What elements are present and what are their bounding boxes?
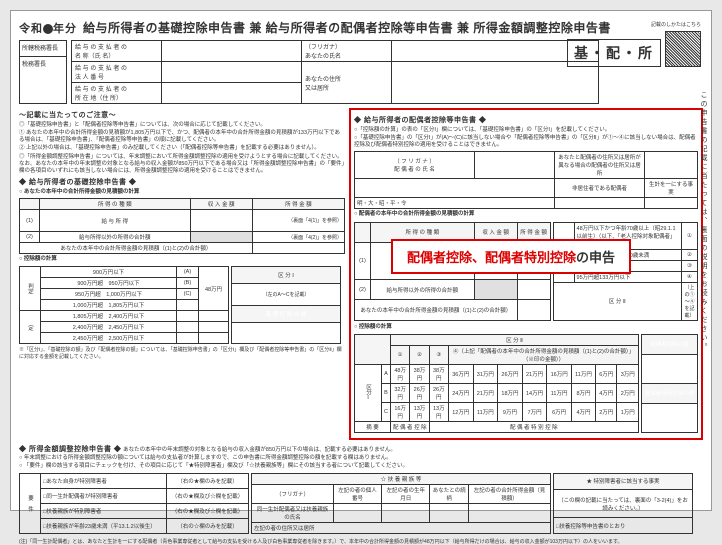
callout-label: 配偶者控除、配偶者特別控除の申告	[391, 239, 631, 274]
spouse-info-table: （ フ リ ガ ナ ）配 偶 者 の 氏 名 あなたと配偶者の住所又は居所が異な…	[354, 151, 698, 209]
dependent-table: ☆ 扶 養 親 族 等 （フリガナ）左記の者の個人番号左記の者の生年月日あなたと…	[251, 473, 551, 534]
note-3: ◎「所得金額調整控除申告書」については、年末調整において所得金額調整控除の適用を…	[19, 154, 345, 175]
deduction-matrix: 区 分 Ⅱ ①②③④（上記「配偶者の本年中の合計所得金額の見積額（(1)と(2)…	[354, 334, 639, 433]
adjustment-note-2: ○ 「要件」欄の該当する項目にチェックを付け、その項目に応じて「★特別障害者」欄…	[19, 463, 703, 470]
deduction-grid-wrap: 判定900万円以下(A)48万円 900万円超 950万円以下(B) 950万円…	[19, 264, 345, 346]
era-label: 令和年分	[19, 20, 77, 36]
deduction-calc-heading: ○ 控除額の計算	[19, 256, 345, 263]
qr-code-icon	[665, 31, 701, 67]
qr-caption: 記載のしかたはこちら	[651, 21, 701, 28]
form-badge: 基・配・所	[567, 39, 661, 67]
adjustment-note-1: ○ 年末調整における所得金額調整控除の額については給与の支払者が計算しますので、…	[19, 455, 703, 462]
special-disability-table: ★ 特別障害者に該当する事実 （この欄の記載に当たっては、裏面の「3-2(4)」…	[553, 473, 693, 534]
spouse-heading: ◆ 給与所得者の配偶者控除等申告書 ◆	[354, 115, 698, 125]
income-calc-heading: ○ あなたの本年中の合計所得金額の見積額の計算	[19, 189, 345, 196]
result-box: 配偶者控除の額 配偶者特別控除の額	[641, 334, 698, 433]
left-column: ～記載に当たってのご注意～ ◎「基礎控除申告書」と「配偶者控除等申告書」について…	[19, 108, 345, 440]
year-circle-icon	[43, 24, 53, 34]
spouse-income-heading: ○ 配偶者の本年中の合計所得金額の見積額の計算	[354, 211, 698, 218]
adjustment-lead: あなたの本年中の年末調整の対象となる給与の収入金額が850万円以下の場合は、記載…	[123, 447, 396, 453]
requirements-table: 要 件 □あなた自身が特別障害者（右の★欄のみを記載） □同一生計配偶者が特別障…	[19, 473, 249, 534]
note-0: ◎「基礎控除申告書」と「配偶者控除等申告書」については、次の場合に応じて記載して…	[19, 122, 345, 129]
form-page: 令和年分 給与所得者の基礎控除申告書 兼 給与所得者の配偶者控除等申告書 兼 所…	[10, 10, 712, 511]
kubun1-box: 区 分 Ⅰ （左のA～Cを記載） 基 礎 控 除 の 額	[231, 266, 341, 344]
grid-hint: ※「区分Ⅰ」、「基礎控除の額」及び「配偶者控除の額」については、「基礎控除申告書…	[19, 346, 345, 360]
title-row: 令和年分 給与所得者の基礎控除申告書 兼 給与所得者の配偶者控除等申告書 兼 所…	[19, 19, 703, 36]
callout-black: の申告	[576, 250, 615, 265]
note-1: ① あなたの本年中の合計所得金額の見積額が1,805万円以下で、かつ、配偶者の本…	[19, 130, 345, 144]
deduction-grid: 判定900万円以下(A)48万円 900万円超 950万円以下(B) 950万円…	[19, 266, 229, 344]
tax-office-box: 所轄税務署長 税務署長	[19, 40, 67, 104]
spouse-note-2: ○「基礎控除申告書」の「区分Ⅰ」が(A)～(C)に該当しない場合や「配偶者控除等…	[354, 135, 698, 149]
tax-office-label: 所轄税務署長	[20, 41, 66, 57]
deduction-matrix-heading: ○ 控除額の計算	[354, 324, 698, 331]
basic-deduction-heading: ◆ 給与所得者の基礎控除申告書 ◆	[19, 177, 345, 187]
notice-heading: ～記載に当たってのご注意～	[19, 110, 345, 120]
tax-chief-label: 税務署長	[20, 57, 66, 73]
spouse-note-1: ○「控除額の計算」の表の「区分Ⅰ」欄については、「基礎控除申告書」の「区分Ⅰ」を…	[354, 127, 698, 134]
callout-red: 配偶者控除、配偶者特別控除	[407, 250, 576, 265]
adjustment-heading: ◆ 所得金額調整控除申告書 ◆	[19, 446, 121, 453]
form-title: 給与所得者の基礎控除申告書 兼 給与所得者の配偶者控除等申告書 兼 所得金額調整…	[83, 19, 611, 36]
side-instruction: この申告書の記載に当たっては、裏面の説明をお読みください。	[698, 91, 708, 491]
footnote: (注)「同一生計配偶者」とは、あなたと生計を一にする配偶者（青色事業専従者として…	[19, 538, 703, 545]
payer-info: 給 与 の 支 払 者 の名 称（氏 名） （フリガナ）あなたの氏名 給 与 の…	[71, 40, 599, 104]
note-2: ② 上記以外の場合は、「基礎控除申告書」のみ記載してください（「配偶者控除等申告…	[19, 145, 345, 152]
adjustment-section: ◆ 所得金額調整控除申告書 ◆ あなたの本年中の年末調整の対象となる給与の収入金…	[19, 444, 703, 545]
income-table: 所 得 の 種 類収 入 金 額所 得 金 額 (1)給 与 所 得（裏面「4(…	[19, 198, 345, 254]
